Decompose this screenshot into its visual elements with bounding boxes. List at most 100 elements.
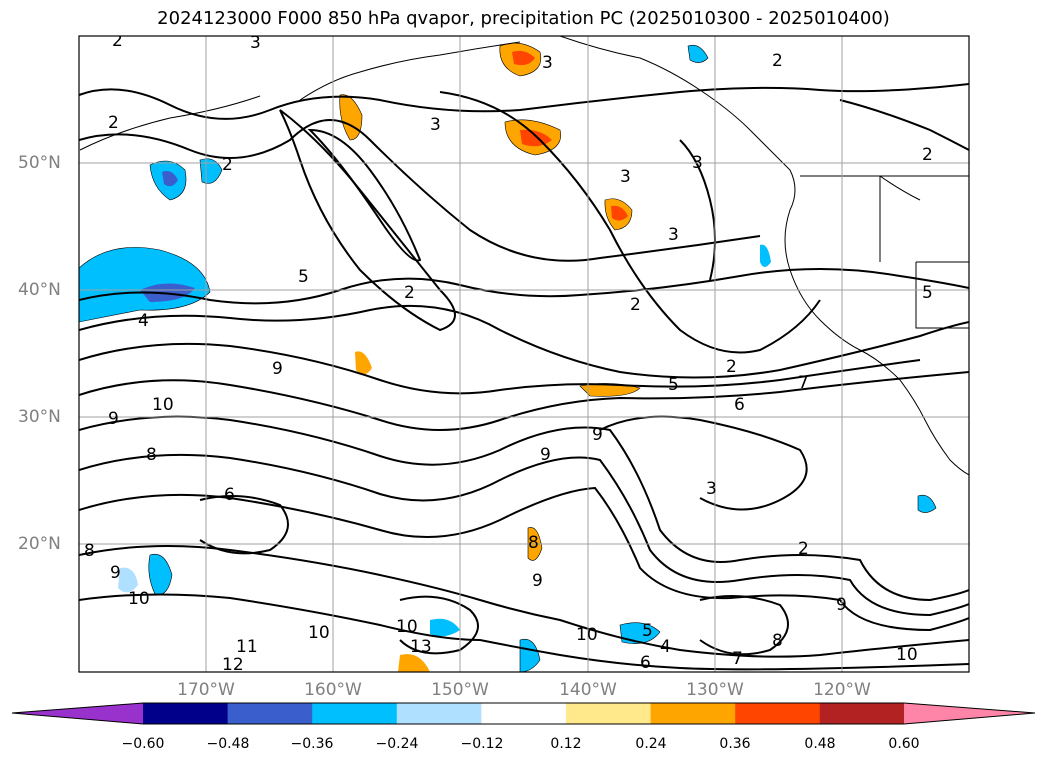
contour-label: 2 [726, 357, 737, 377]
positive-patch-north2-core [520, 129, 552, 147]
contour-label: 12 [222, 655, 244, 675]
contour-label: 13 [410, 637, 432, 657]
contour-label: 3 [692, 153, 703, 173]
contour-label: 9 [836, 595, 847, 615]
shaded-field [79, 42, 937, 672]
map-title: 2024123000 F000 850 hPa qvapor, precipit… [157, 8, 890, 29]
lon-label: 150°W [431, 680, 489, 700]
contour-label: 9 [532, 571, 543, 591]
negative-patch-west [79, 247, 211, 323]
contour-label: 9 [540, 445, 551, 465]
contour-label: 9 [110, 563, 121, 583]
contour-label: 2 [404, 283, 415, 303]
negative-patch-east [917, 494, 937, 513]
contour-label: 5 [922, 283, 933, 303]
coastlines [79, 36, 969, 476]
contour-label: 3 [542, 53, 553, 73]
contour-label: 10 [396, 617, 418, 637]
contour-label: 9 [592, 425, 603, 445]
negative-patch-sw2 [118, 567, 138, 593]
contour-label: 10 [128, 589, 150, 609]
colorbar-tick-label: 0.12 [550, 736, 582, 752]
contour-label: 9 [272, 359, 283, 379]
colorbar-tick-label: −0.24 [375, 736, 419, 752]
contour-label: 5 [668, 375, 679, 395]
contour-label: 6 [734, 395, 745, 415]
lon-label: 140°W [559, 680, 617, 700]
lat-label: 50°N [18, 153, 61, 173]
positive-patch-mid-core [611, 205, 628, 221]
lon-label: 170°W [177, 680, 235, 700]
colorbar-extend-low [12, 703, 143, 724]
contour-label: 2 [798, 539, 809, 559]
contour-label: 8 [772, 631, 783, 651]
negative-patch-coast [760, 244, 771, 267]
colorbar-segments [143, 703, 905, 724]
colorbar-extend-high [904, 703, 1035, 724]
colorbar-tick-label: −0.48 [206, 736, 250, 752]
contour-label: 5 [298, 267, 309, 287]
contour-label: 9 [108, 409, 119, 429]
negative-patch-south2 [619, 622, 661, 644]
colorbar-segment [735, 703, 821, 724]
negative-patch-south3 [430, 618, 460, 637]
contour-label: 8 [528, 533, 539, 553]
contour-label: 6 [640, 653, 651, 673]
lat-label: 30°N [18, 407, 61, 427]
colorbar-tick-label: 0.48 [804, 736, 836, 752]
lon-label: 130°W [686, 680, 744, 700]
colorbar-segment [650, 703, 736, 724]
lon-label: 160°W [304, 680, 362, 700]
contour-label: 10 [308, 623, 330, 643]
contour-label: 3 [250, 33, 261, 53]
contour-label: 2 [922, 145, 933, 165]
colorbar-segment [143, 703, 229, 724]
colorbar-segment [396, 703, 482, 724]
contour-label: 8 [84, 541, 95, 561]
colorbar-tick-label: 0.36 [719, 736, 751, 752]
contour-label: 2 [112, 31, 123, 51]
negative-patch-north3 [687, 44, 709, 63]
lon-label: 120°W [813, 680, 871, 700]
colorbar-tick-label: 0.60 [888, 736, 920, 752]
colorbar [11, 702, 1036, 725]
contour-label: 3 [430, 115, 441, 135]
contour-label: 10 [152, 395, 174, 415]
contour-label: 2 [222, 155, 233, 175]
colorbar-segment [481, 703, 567, 724]
contour-label: 7 [798, 373, 809, 393]
contour-label: 11 [236, 637, 258, 657]
contour-label: 2 [772, 51, 783, 71]
colorbar-tick-label: 0.24 [635, 736, 667, 752]
contour-lines [79, 83, 969, 671]
contour-label: 6 [224, 485, 235, 505]
colorbar-tick-label: −0.12 [460, 736, 504, 752]
contour-label-group: 2 3 3 2 2 2 3 3 3 2 4 5 2 2 3 5 2 5 7 6 … [84, 31, 933, 675]
colorbar-segment [227, 703, 313, 724]
contour-label: 10 [576, 625, 598, 645]
plot-area: 2 3 3 2 2 2 3 3 3 2 4 5 2 2 3 5 2 5 7 6 … [79, 31, 969, 675]
graticule [79, 36, 969, 672]
colorbar-segment [819, 703, 905, 724]
contour-label: 10 [896, 645, 918, 665]
colorbar-segment [312, 703, 398, 724]
contour-label: 3 [620, 167, 631, 187]
lat-label: 20°N [18, 534, 61, 554]
negative-patch-nw-core [162, 171, 178, 187]
colorbar-tick-label: −0.60 [121, 736, 165, 752]
positive-patch-sub2 [355, 351, 372, 375]
contour-label: 3 [668, 225, 679, 245]
contour-label: 2 [630, 295, 641, 315]
positive-patch-north1-core [512, 50, 535, 66]
colorbar-tick-label: −0.36 [290, 736, 334, 752]
positive-patch-south2 [398, 654, 430, 672]
map-frame [78, 35, 970, 673]
contour-label: 7 [732, 649, 743, 669]
negative-patch-sw1 [148, 553, 173, 595]
contour-label: 3 [706, 479, 717, 499]
lat-label: 40°N [18, 280, 61, 300]
contour-label: 5 [642, 621, 653, 641]
contour-label: 8 [146, 445, 157, 465]
contour-label: 4 [660, 637, 671, 657]
